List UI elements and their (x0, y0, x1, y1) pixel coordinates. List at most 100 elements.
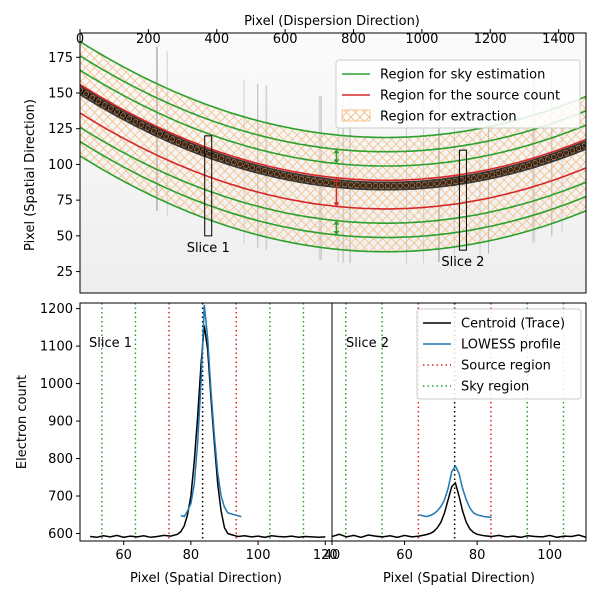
top-legend-label: Region for sky estimation (380, 68, 545, 83)
trace-point (501, 168, 508, 175)
top-x-tick-label: 400 (204, 32, 229, 47)
trace-point (144, 124, 151, 131)
slice1-series-centroid-trace (90, 325, 326, 539)
top-x-tick-label: 0 (76, 32, 84, 47)
trace-point (157, 130, 163, 137)
slice1-y-tick-label: 1100 (40, 340, 73, 355)
top-legend-label: Region for the source count (380, 89, 560, 104)
trace-point (126, 115, 133, 122)
trace-point (249, 164, 256, 171)
slice-1-profile-panel: 60 80 100 120 600 700 800 900 1000 1100 1200 Pixel… (15, 302, 338, 586)
trace-point (132, 118, 139, 125)
trace-point (360, 182, 366, 189)
trace-point (557, 152, 563, 158)
spectrum-image-panel: Slice 1 Slice 2 0 200 400 600 800 1000 1200 1400 2… (23, 14, 587, 294)
sky-region-curve (80, 155, 586, 253)
slice1-x-tick-label: 80 (183, 548, 200, 563)
trace-point (218, 155, 225, 162)
slice1-y-tick-label: 1200 (40, 302, 73, 317)
trace-point (323, 179, 330, 186)
bottom-legend: Centroid (Trace) LOWESS profile Source reg… (416, 308, 582, 400)
trace-point (286, 173, 293, 180)
trace-point (526, 162, 533, 168)
slice2-x-tick-label: 40 (324, 548, 341, 563)
slice2-series-lowess-profile (418, 464, 492, 519)
trace-point (581, 142, 586, 149)
trace-point (138, 121, 145, 128)
bottom-legend-box (416, 308, 582, 400)
region-arrow-head (333, 149, 340, 154)
trace-point (194, 146, 200, 153)
top-legend-swatch (341, 109, 371, 122)
trace-point (317, 178, 323, 185)
slice1-y-tick-label: 1000 (40, 377, 73, 392)
trace-point (187, 144, 194, 150)
trace-point (569, 147, 576, 154)
slice1-x-tick-label: 100 (246, 548, 271, 563)
trace-point (212, 153, 219, 160)
trace-point (298, 175, 305, 182)
trace-point (255, 166, 262, 173)
trace-point (403, 182, 410, 189)
trace-point (107, 105, 114, 112)
region-arrow-head (333, 177, 340, 182)
trace-point (347, 181, 354, 188)
top-plot-frame (79, 32, 587, 294)
trace-point (464, 176, 471, 183)
trace-point (440, 179, 446, 186)
slice1-x-tick-label: 120 (313, 548, 338, 563)
slice2-x-tick-label: 80 (469, 548, 486, 563)
trace-point (83, 91, 90, 97)
trace-point (544, 156, 551, 163)
slice-2-label: Slice 2 (441, 255, 484, 270)
slice2-series-centroid-trace (332, 481, 586, 539)
trace-point (120, 112, 126, 119)
top-y-axis-label: Pixel (Spatial Direction) (23, 99, 38, 251)
sky-region-curve (80, 69, 586, 167)
top-x-tick-label: 800 (341, 32, 366, 47)
slice2-x-tick-label: 60 (396, 548, 413, 563)
trace-point (514, 165, 520, 172)
right-x-axis-label: Pixel (Spatial Direction) (383, 571, 535, 586)
slice-2-annotation: Slice 2 (346, 336, 389, 351)
trace-point (267, 169, 274, 176)
trace-point (206, 151, 213, 157)
top-y-tick-label: 100 (48, 158, 73, 173)
trace-point (163, 133, 170, 140)
trace-point (397, 182, 403, 189)
trace-point (507, 167, 514, 173)
left-x-axis-label: Pixel (Spatial Direction) (130, 571, 282, 586)
top-x-tick-label: 200 (136, 32, 161, 47)
trace-point (181, 141, 188, 148)
top-x-tick-label: 600 (273, 32, 298, 47)
top-x-tick-label: 1400 (542, 32, 575, 47)
top-x-tick-label: 1200 (474, 32, 507, 47)
trace-point (280, 172, 286, 179)
trace-point (409, 182, 416, 189)
trace-point (489, 171, 496, 178)
slice1-x-tick-label: 60 (115, 548, 132, 563)
trace-point (532, 160, 539, 167)
trace-point (538, 158, 545, 165)
trace-point (310, 177, 317, 184)
top-legend: Region for sky estimation Region for the … (335, 59, 581, 129)
left-y-axis-label: Electron count (15, 375, 30, 469)
slice2-x-tick-label: 100 (537, 548, 562, 563)
top-y-tick-label: 25 (56, 265, 73, 280)
trace-point (378, 183, 385, 189)
trace-point (421, 181, 428, 188)
bottom-legend-label: Centroid (Trace) (461, 317, 565, 332)
trace-point (243, 163, 250, 169)
trace-point (483, 172, 490, 179)
slice1-y-tick-label: 800 (48, 452, 73, 467)
slice1-series-lowess-profile (180, 304, 242, 518)
bottom-legend-label: Source region (461, 359, 551, 374)
sky-region-curve (80, 140, 586, 239)
top-x-tick-label: 1000 (405, 32, 438, 47)
region-arrow-head (333, 220, 340, 225)
trace-point (89, 94, 96, 101)
trace-point (341, 181, 348, 188)
slice1-y-tick-label: 600 (48, 527, 73, 542)
trace-point (390, 183, 397, 189)
trace-point (452, 178, 459, 185)
